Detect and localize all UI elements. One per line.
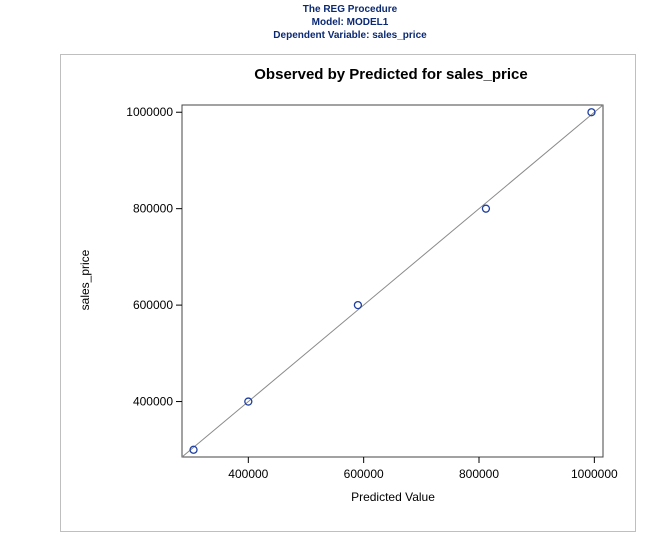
- x-tick-label: 800000: [459, 467, 499, 481]
- x-axis-label: Predicted Value: [351, 490, 435, 504]
- y-tick-label: 400000: [133, 395, 173, 409]
- dependent-variable: Dependent Variable: sales_price: [273, 30, 427, 41]
- x-tick-label: 400000: [228, 467, 268, 481]
- data-point: [244, 397, 253, 406]
- x-tick-label: 1000000: [571, 467, 618, 481]
- graph-frame: [60, 54, 636, 532]
- procedure-header: The REG Procedure Model: MODEL1 Dependen…: [0, 3, 660, 42]
- chart-title: Observed by Predicted for sales_price: [254, 66, 527, 83]
- procedure-title: The REG Procedure: [302, 4, 398, 15]
- model-name: Model: MODEL1: [311, 17, 389, 28]
- data-point: [189, 445, 198, 454]
- y-axis-label: sales_price: [78, 249, 92, 310]
- data-point: [587, 108, 596, 117]
- plot-area: [181, 104, 604, 458]
- data-point: [353, 300, 363, 310]
- y-tick-label: 800000: [133, 202, 173, 216]
- data-point: [481, 204, 491, 213]
- y-tick-label: 600000: [133, 298, 173, 312]
- x-tick-label: 600000: [344, 467, 384, 481]
- y-tick-label: 1000000: [126, 105, 173, 119]
- fit-reference-line: [181, 104, 604, 458]
